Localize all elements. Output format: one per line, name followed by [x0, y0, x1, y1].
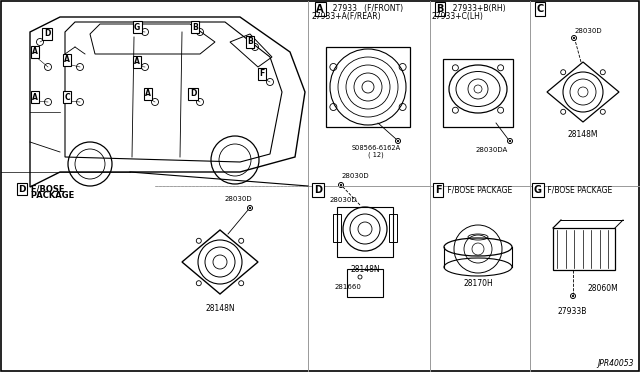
Text: 28030D: 28030D	[341, 173, 369, 179]
Text: 28030D: 28030D	[330, 197, 358, 203]
Circle shape	[572, 35, 577, 41]
Text: JPR40053: JPR40053	[598, 359, 634, 368]
Circle shape	[249, 207, 251, 209]
Text: 27933   (F/FRONT): 27933 (F/FRONT)	[328, 4, 403, 13]
Text: 27933+C(LH): 27933+C(LH)	[432, 13, 484, 22]
Text: PACKAGE: PACKAGE	[28, 192, 74, 201]
Text: 281660: 281660	[335, 284, 362, 290]
Text: C: C	[64, 93, 70, 102]
Text: D: D	[44, 29, 50, 38]
Circle shape	[340, 184, 342, 186]
Text: A: A	[145, 90, 151, 99]
Text: 28060M: 28060M	[588, 284, 619, 293]
Text: B: B	[192, 22, 198, 32]
Bar	[553, 228, 615, 270]
Bar	[326, 47, 410, 127]
Text: G: G	[134, 22, 140, 32]
Text: A: A	[134, 58, 140, 67]
Text: G: G	[534, 185, 542, 195]
Text: A: A	[316, 4, 324, 14]
Text: 27933+B(RH): 27933+B(RH)	[448, 4, 506, 13]
Bar	[443, 59, 513, 127]
Text: A: A	[32, 93, 38, 102]
Text: D: D	[314, 185, 322, 195]
Bar	[389, 214, 397, 242]
Text: D: D	[190, 90, 196, 99]
Text: 28148N: 28148N	[205, 304, 235, 313]
Text: 28148N: 28148N	[350, 265, 380, 274]
Text: F: F	[259, 70, 264, 78]
Text: 28148M: 28148M	[568, 130, 598, 139]
Text: 27933+A(F/REAR): 27933+A(F/REAR)	[312, 13, 381, 22]
Circle shape	[339, 183, 344, 187]
Circle shape	[572, 295, 574, 297]
Text: 28030DA: 28030DA	[476, 147, 508, 153]
Text: F/BOSE PACKAGE: F/BOSE PACKAGE	[445, 186, 512, 195]
Text: F/BOSE: F/BOSE	[28, 185, 65, 193]
Text: 28030D: 28030D	[574, 28, 602, 34]
Text: A: A	[32, 48, 38, 57]
Circle shape	[396, 138, 401, 144]
Circle shape	[397, 140, 399, 142]
Circle shape	[573, 37, 575, 39]
Text: 28030D: 28030D	[224, 196, 252, 202]
Bar	[337, 207, 393, 257]
Text: ( 12): ( 12)	[368, 152, 384, 158]
Text: F/BOSE PACKAGE: F/BOSE PACKAGE	[545, 186, 612, 195]
Text: D: D	[19, 185, 26, 193]
Text: C: C	[536, 4, 543, 14]
Bar	[333, 214, 341, 242]
Text: A: A	[64, 55, 70, 64]
Circle shape	[509, 140, 511, 142]
Bar	[347, 269, 383, 297]
Text: 27933B: 27933B	[558, 307, 588, 316]
Circle shape	[570, 294, 575, 298]
Text: S08566-6162A: S08566-6162A	[351, 145, 401, 151]
Circle shape	[248, 205, 253, 211]
Text: 28170H: 28170H	[463, 279, 493, 288]
Text: B: B	[436, 4, 444, 14]
Circle shape	[508, 138, 513, 144]
Text: F: F	[435, 185, 442, 195]
Text: B: B	[247, 38, 253, 46]
